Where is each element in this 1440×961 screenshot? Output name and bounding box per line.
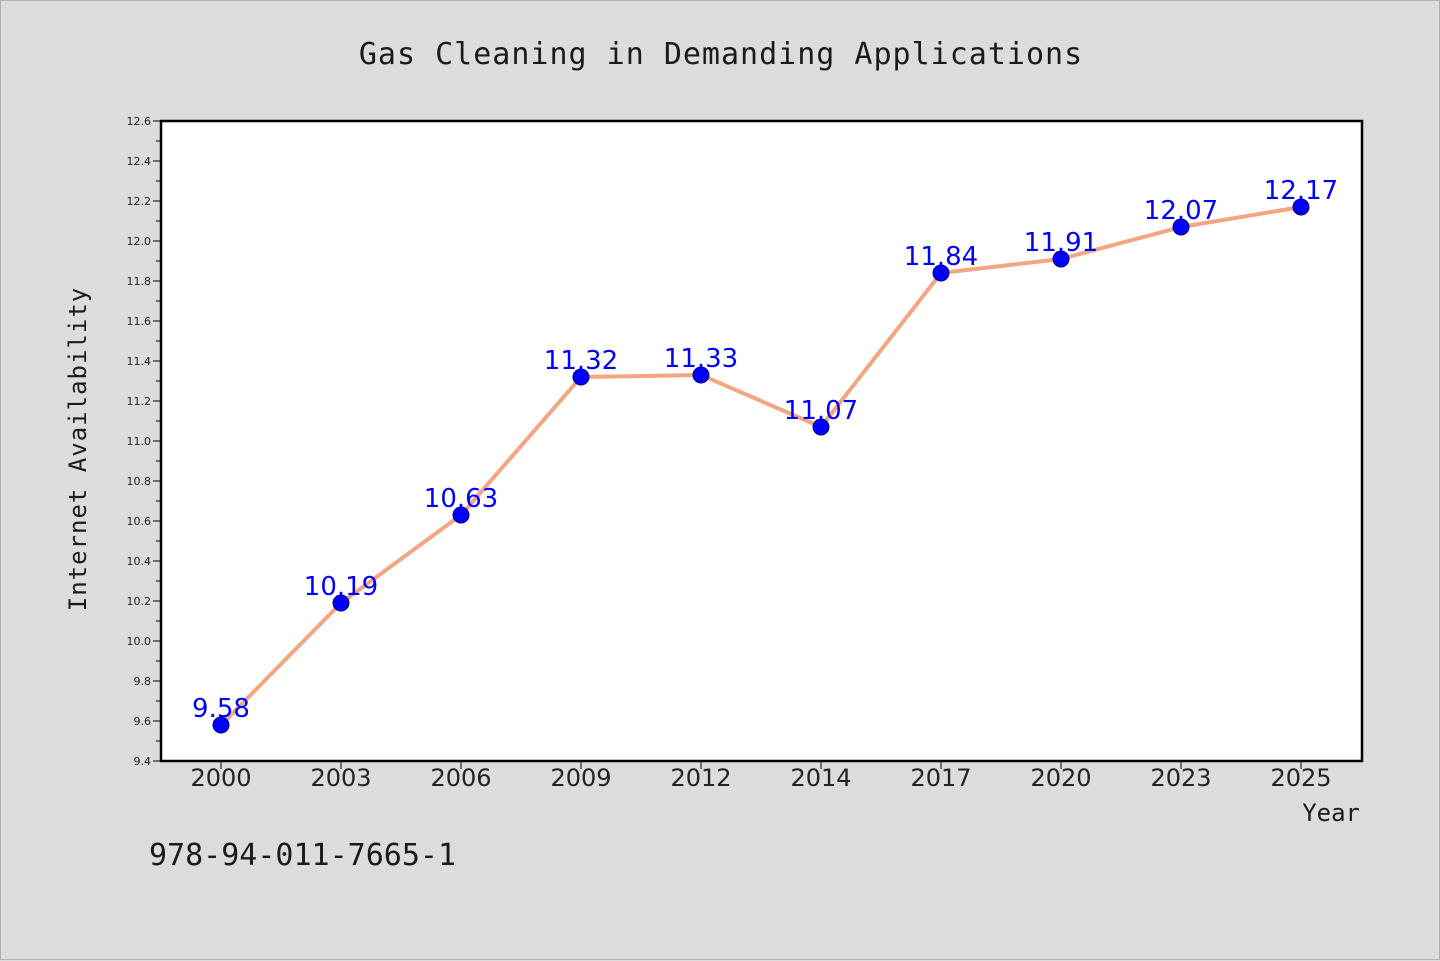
y-axis-label: Internet Availability xyxy=(64,287,92,611)
y-tick-label: 9.8 xyxy=(134,675,152,688)
data-label: 12.17 xyxy=(1264,176,1338,206)
y-tick-label: 10.6 xyxy=(127,515,152,528)
data-point xyxy=(332,594,350,612)
data-point xyxy=(692,366,710,384)
series-line xyxy=(219,205,1302,727)
x-tick-label: 2025 xyxy=(1270,764,1331,792)
y-tick-label: 10.2 xyxy=(127,595,152,608)
data-label: 11.84 xyxy=(904,242,978,272)
y-tick-label: 11.2 xyxy=(127,395,152,408)
x-tick-label: 2012 xyxy=(670,764,731,792)
y-tick-label: 12.0 xyxy=(127,235,152,248)
axis-ticks: 9.4 9.6 9.8 10.0 10.2 10.4 10.6 10.8 11.0 11.2 11.… xyxy=(127,115,1332,792)
footnote-isbn: 978-94-011-7665-1 xyxy=(149,838,456,873)
y-tick-label: 10.0 xyxy=(127,635,152,648)
data-point xyxy=(812,418,830,436)
x-tick-label: 2000 xyxy=(190,764,251,792)
x-tick-label: 2003 xyxy=(310,764,371,792)
x-tick-label: 2017 xyxy=(910,764,971,792)
y-tick-label: 12.2 xyxy=(127,195,152,208)
data-point xyxy=(572,368,590,386)
data-point xyxy=(932,264,950,282)
y-tick-label: 10.8 xyxy=(127,475,152,488)
plot-frame xyxy=(159,119,1364,763)
y-tick-label: 10.4 xyxy=(127,555,152,568)
x-tick-label: 2009 xyxy=(550,764,611,792)
data-label: 10.63 xyxy=(424,484,498,514)
data-label: 10.19 xyxy=(304,572,378,602)
data-label: 11.07 xyxy=(784,396,858,426)
data-label: 12.07 xyxy=(1144,196,1218,226)
data-label: 11.32 xyxy=(544,346,618,376)
data-labels: 9.58 10.19 10.63 11.32 11.33 11.07 11.84 11.91 1… xyxy=(192,176,1338,724)
y-tick-label: 11.6 xyxy=(127,315,152,328)
data-point xyxy=(212,716,230,734)
plot-area xyxy=(161,121,1362,761)
y-tick-label: 11.0 xyxy=(127,435,152,448)
data-point xyxy=(1052,250,1070,268)
y-tick-label: 11.8 xyxy=(127,275,152,288)
y-tick-label: 9.6 xyxy=(134,715,152,728)
y-tick-label: 9.4 xyxy=(134,755,152,768)
x-tick-label: 2014 xyxy=(790,764,851,792)
data-markers xyxy=(212,198,1310,734)
data-label: 9.58 xyxy=(192,694,250,724)
x-tick-label: 2006 xyxy=(430,764,491,792)
chart-title: Gas Cleaning in Demanding Applications xyxy=(359,37,1083,72)
y-tick-label: 11.4 xyxy=(127,355,152,368)
data-point xyxy=(1292,198,1310,216)
data-point xyxy=(452,506,470,524)
x-axis-label: Year xyxy=(1302,799,1360,827)
y-tick-label: 12.4 xyxy=(127,155,152,168)
y-tick-label: 12.6 xyxy=(127,115,152,128)
data-label: 11.33 xyxy=(664,344,738,374)
data-point xyxy=(1172,218,1190,236)
x-tick-label: 2020 xyxy=(1030,764,1091,792)
data-label: 11.91 xyxy=(1024,228,1098,258)
x-tick-label: 2023 xyxy=(1150,764,1211,792)
